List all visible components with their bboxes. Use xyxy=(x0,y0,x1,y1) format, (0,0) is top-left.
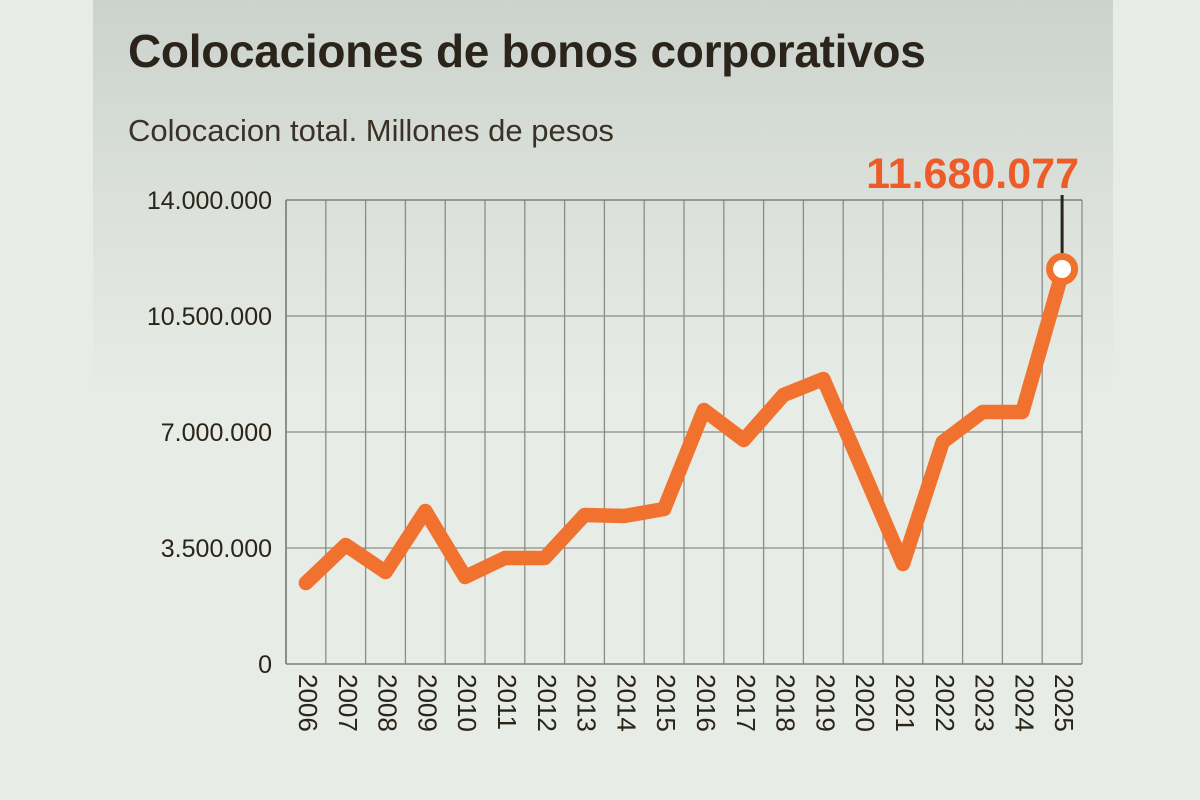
svg-text:7.000.000: 7.000.000 xyxy=(161,419,272,447)
svg-text:2015: 2015 xyxy=(651,674,681,732)
svg-text:2009: 2009 xyxy=(412,674,442,732)
svg-text:2021: 2021 xyxy=(890,674,920,732)
svg-text:0: 0 xyxy=(258,651,272,679)
svg-text:2010: 2010 xyxy=(452,674,482,732)
svg-text:2006: 2006 xyxy=(293,674,323,732)
svg-text:3.500.000: 3.500.000 xyxy=(161,535,272,563)
svg-text:2017: 2017 xyxy=(731,674,761,732)
svg-text:2018: 2018 xyxy=(771,674,801,732)
svg-text:2007: 2007 xyxy=(333,674,363,732)
svg-text:2019: 2019 xyxy=(810,674,840,732)
svg-text:14.000.000: 14.000.000 xyxy=(147,187,272,215)
svg-text:2011: 2011 xyxy=(492,674,522,730)
svg-text:2024: 2024 xyxy=(1009,674,1039,732)
svg-text:2023: 2023 xyxy=(970,674,1000,732)
svg-text:2014: 2014 xyxy=(611,674,641,732)
svg-text:2012: 2012 xyxy=(532,674,562,732)
svg-text:2008: 2008 xyxy=(373,674,403,732)
svg-text:2016: 2016 xyxy=(691,674,721,732)
svg-text:2022: 2022 xyxy=(930,674,960,732)
svg-text:10.500.000: 10.500.000 xyxy=(147,303,272,331)
svg-text:2013: 2013 xyxy=(572,674,602,732)
svg-text:2025: 2025 xyxy=(1049,674,1079,732)
svg-text:2020: 2020 xyxy=(850,674,880,732)
